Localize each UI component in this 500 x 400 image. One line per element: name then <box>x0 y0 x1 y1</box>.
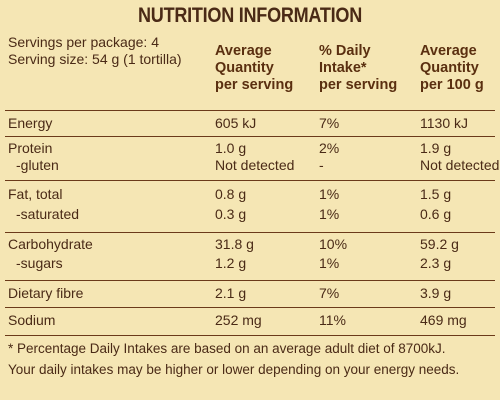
divider <box>5 136 495 137</box>
fat-per-100g: 1.5 g <box>420 186 452 202</box>
fat-daily-intake: 1% <box>319 186 340 202</box>
carbohydrate-per-serving: 31.8 g <box>215 236 254 252</box>
row-label-fat: Fat, total <box>8 186 63 202</box>
saturated-per-serving: 0.3 g <box>215 206 247 222</box>
row-label-sugars: -sugars <box>16 255 63 271</box>
header-average-per-serving: Average Quantity per serving <box>215 43 293 94</box>
servings-per-package: Servings per package: 4 <box>8 34 159 50</box>
saturated-per-100g: 0.6 g <box>420 206 452 222</box>
divider <box>5 335 495 336</box>
header-line: Intake* <box>319 60 367 76</box>
header-line: per serving <box>215 77 294 93</box>
row-label-sodium: Sodium <box>8 312 56 328</box>
row-label-gluten: -gluten <box>16 157 59 173</box>
energy-per-100g: 1130 kJ <box>420 115 468 131</box>
sodium-per-100g: 469 mg <box>420 312 467 328</box>
footnote-daily-intake: * Percentage Daily Intakes are based on … <box>8 341 446 356</box>
fat-per-serving: 0.8 g <box>215 186 247 202</box>
header-line: Quantity <box>215 60 274 76</box>
gluten-per-100g: Not detected <box>420 157 500 173</box>
header-line: Quantity <box>420 60 479 76</box>
divider <box>5 232 495 233</box>
serving-size: Serving size: 54 g (1 tortilla) <box>8 51 182 67</box>
fibre-per-serving: 2.1 g <box>215 285 247 301</box>
sugars-daily-intake: 1% <box>319 255 340 271</box>
energy-per-serving: 605 kJ <box>215 115 257 131</box>
fibre-per-100g: 3.9 g <box>420 285 452 301</box>
carbohydrate-daily-intake: 10% <box>319 236 348 252</box>
divider <box>5 110 495 111</box>
row-label-dietary-fibre: Dietary fibre <box>8 285 84 301</box>
footnote-energy-needs: Your daily intakes may be higher or lowe… <box>8 362 460 377</box>
panel-title: NUTRITION INFORMATION <box>137 4 362 27</box>
row-label-protein: Protein <box>8 140 53 156</box>
energy-daily-intake: 7% <box>319 115 340 131</box>
divider <box>5 307 495 308</box>
header-line: per serving <box>319 77 398 93</box>
protein-per-serving: 1.0 g <box>215 140 247 156</box>
divider <box>5 280 495 281</box>
row-label-energy: Energy <box>8 115 53 131</box>
row-label-carbohydrate: Carbohydrate <box>8 236 93 252</box>
header-per-100g: Average Quantity per 100 g <box>420 43 484 94</box>
sodium-per-serving: 252 mg <box>215 312 262 328</box>
fibre-daily-intake: 7% <box>319 285 340 301</box>
header-line: % Daily <box>319 43 371 59</box>
header-line: per 100 g <box>420 77 484 93</box>
saturated-daily-intake: 1% <box>319 206 340 222</box>
protein-daily-intake: 2% <box>319 140 340 156</box>
protein-per-100g: 1.9 g <box>420 140 452 156</box>
gluten-daily-intake: - <box>319 157 324 173</box>
sugars-per-100g: 2.3 g <box>420 255 452 271</box>
sugars-per-serving: 1.2 g <box>215 255 247 271</box>
header-line: Average <box>215 43 272 59</box>
header-daily-intake: % Daily Intake* per serving <box>319 43 397 94</box>
sodium-daily-intake: 11% <box>319 312 346 328</box>
carbohydrate-per-100g: 59.2 g <box>420 236 459 252</box>
row-label-saturated: -saturated <box>16 206 80 222</box>
gluten-per-serving: Not detected <box>215 157 295 173</box>
header-line: Average <box>420 43 477 59</box>
divider <box>5 180 495 181</box>
